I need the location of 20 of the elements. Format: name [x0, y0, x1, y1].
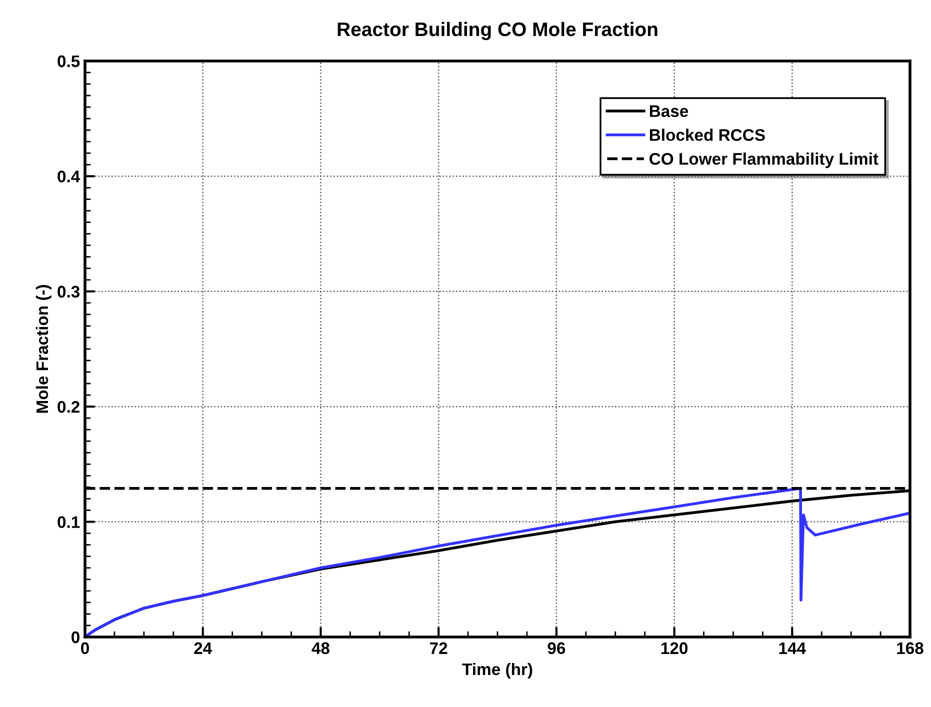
x-tick-label: 48 — [312, 642, 330, 654]
y-tick-label: 0.1 — [58, 516, 80, 528]
y-tick-label: 0.3 — [58, 286, 80, 298]
x-tick-label: 0 — [81, 642, 89, 654]
y-tick-label: 0.5 — [58, 55, 80, 68]
x-tick-label: 120 — [661, 642, 688, 654]
chart-title: Reactor Building CO Mole Fraction — [338, 22, 658, 40]
legend-label: CO Lower Flammability Limit — [650, 152, 878, 168]
x-tick-label: 24 — [194, 642, 212, 654]
x-tick-label: 72 — [430, 642, 448, 654]
y-tick-label: 0.2 — [58, 401, 80, 413]
legend-label: Base — [650, 105, 688, 118]
x-tick-label: 168 — [897, 642, 924, 654]
y-tick-label: 0 — [72, 631, 80, 644]
y-tick-label: 0.4 — [58, 170, 80, 182]
x-tick-label: 96 — [548, 642, 566, 654]
y-axis-title: Mole Fraction (-) — [36, 285, 52, 413]
x-axis-title: Time (hr) — [462, 662, 532, 678]
x-tick-label: 144 — [779, 642, 806, 654]
legend-label: Blocked RCCS — [650, 128, 765, 141]
